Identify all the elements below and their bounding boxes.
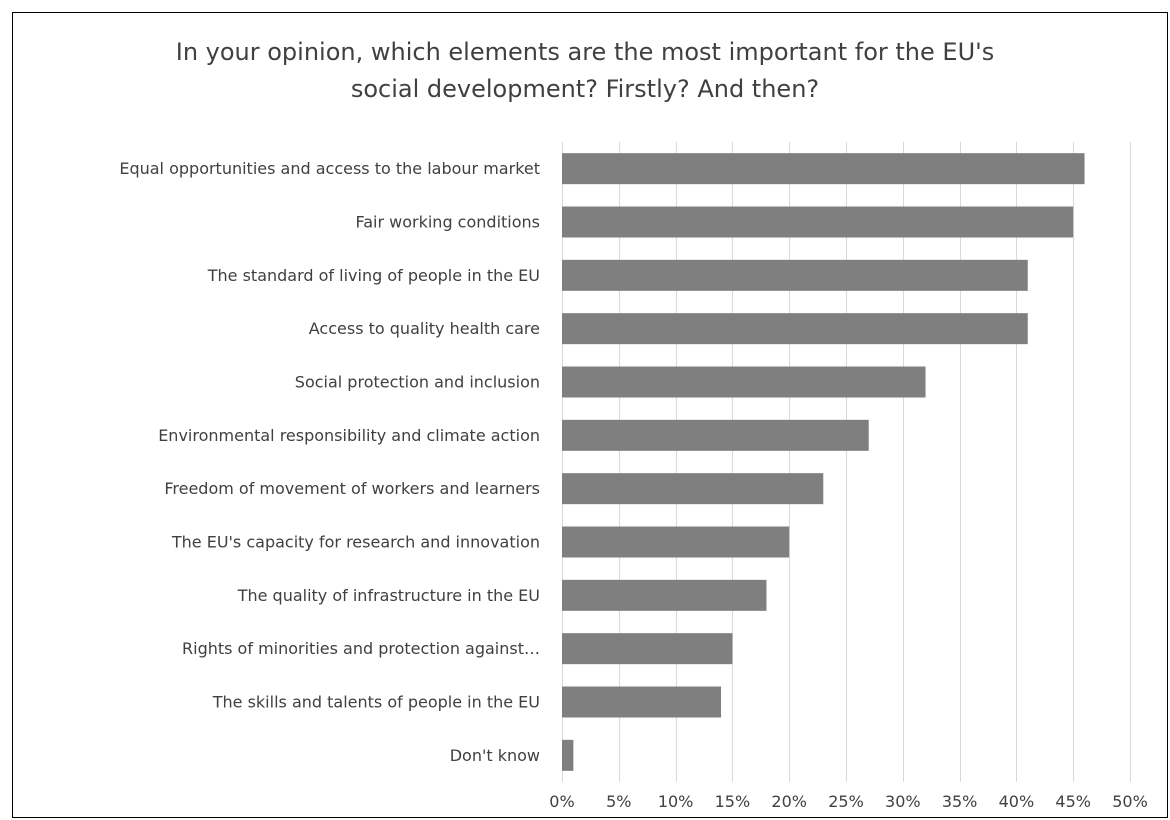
tick-label-5: 5% (606, 792, 631, 811)
category-label-3: Access to quality health care (309, 319, 540, 338)
tick-label-30: 30% (885, 792, 921, 811)
category-label-1: Fair working conditions (355, 213, 540, 232)
tick-label-25: 25% (828, 792, 864, 811)
category-label-11: Don't know (450, 746, 540, 765)
category-label-10: The skills and talents of people in the … (212, 693, 540, 712)
gridlines (562, 142, 1131, 782)
category-label-6: Freedom of movement of workers and learn… (164, 479, 540, 498)
bar-11 (562, 739, 574, 771)
bar-2 (562, 259, 1028, 291)
category-label-2: The standard of living of people in the … (207, 266, 540, 285)
tick-label-15: 15% (715, 792, 751, 811)
bar-7 (562, 526, 790, 558)
tick-label-10: 10% (658, 792, 694, 811)
bar-6 (562, 473, 824, 505)
bars (562, 153, 1085, 771)
bar-3 (562, 313, 1028, 345)
bar-0 (562, 153, 1085, 185)
category-label-4: Social protection and inclusion (295, 373, 540, 392)
bar-10 (562, 686, 722, 718)
category-label-8: The quality of infrastructure in the EU (237, 586, 540, 605)
tick-label-40: 40% (999, 792, 1035, 811)
tick-label-50: 50% (1112, 792, 1148, 811)
chart-frame (12, 12, 1168, 818)
bar-8 (562, 579, 767, 611)
x-axis-tick-labels: 0% 5% 10% 15% 20% 25% 30% 35% 40% 45% 50% (549, 792, 1147, 811)
category-labels: Equal opportunities and access to the la… (119, 159, 540, 765)
category-label-7: The EU's capacity for research and innov… (171, 533, 540, 552)
chart-title: In your opinion, which elements are the … (0, 34, 1170, 108)
tick-label-35: 35% (942, 792, 978, 811)
bar-1 (562, 206, 1074, 238)
tick-label-0: 0% (549, 792, 574, 811)
bar-4 (562, 366, 926, 398)
tick-label-45: 45% (1055, 792, 1091, 811)
chart-title-line-2: social development? Firstly? And then? (350, 75, 820, 103)
chart-title-line-1: In your opinion, which elements are the … (175, 38, 995, 66)
category-label-9: Rights of minorities and protection agai… (182, 639, 540, 658)
category-label-0: Equal opportunities and access to the la… (119, 159, 540, 178)
tick-label-20: 20% (771, 792, 807, 811)
category-label-5: Environmental responsibility and climate… (158, 426, 540, 445)
bar-5 (562, 419, 869, 451)
bar-9 (562, 633, 733, 665)
